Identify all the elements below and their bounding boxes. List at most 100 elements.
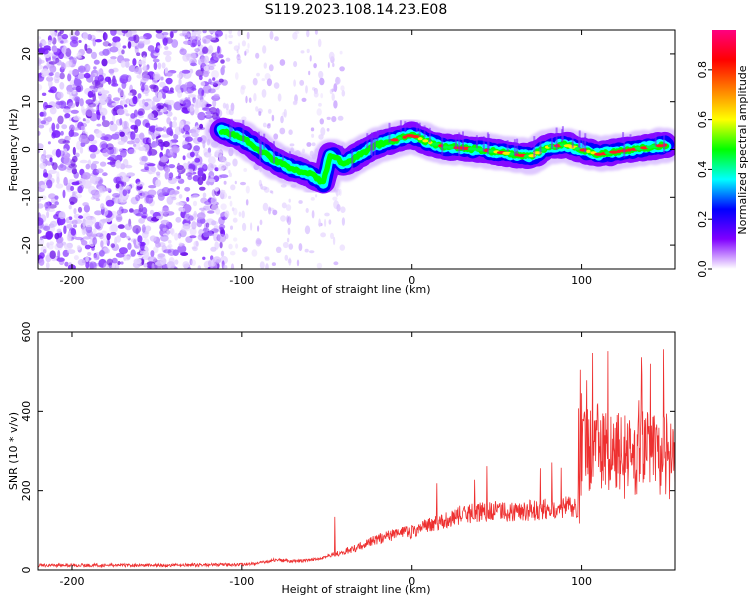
heatmap-cell: [49, 250, 56, 259]
heatmap-cell: [49, 86, 58, 94]
x-tick-label: 0: [408, 575, 415, 588]
heatmap-cell: [207, 45, 214, 54]
heatmap-cell: [59, 163, 64, 169]
heatmap-cell: [288, 257, 292, 266]
heatmap-hotspot: [655, 144, 664, 148]
heatmap-cell: [197, 38, 201, 46]
heatmap-cell: [180, 47, 184, 52]
heatmap-cell: [324, 218, 327, 227]
heatmap-cell: [92, 191, 100, 200]
heatmap-cell: [85, 256, 89, 263]
heatmap-cell: [298, 243, 303, 252]
heatmap-cell: [316, 262, 323, 269]
heatmap-cell: [128, 65, 137, 72]
heatmap-cell: [211, 204, 219, 212]
heatmap-streak: [513, 139, 516, 156]
heatmap-cell: [320, 127, 326, 136]
heatmap-cell: [207, 210, 215, 214]
heatmap-cell: [161, 207, 170, 215]
heatmap-cell: [111, 262, 116, 269]
heatmap-cell: [324, 212, 330, 217]
heatmap-cell: [192, 200, 198, 207]
heatmap-cell: [168, 177, 173, 181]
heatmap-cell: [83, 204, 90, 213]
heatmap-cell: [124, 164, 133, 169]
heatmap-cell: [112, 36, 121, 43]
heatmap-cell: [208, 60, 216, 65]
heatmap-streak: [399, 120, 402, 133]
heatmap-cell: [56, 228, 62, 234]
heatmap-streak: [277, 148, 280, 156]
heatmap-cell: [189, 235, 197, 239]
heatmap-cell: [205, 222, 210, 228]
heatmap-cell: [51, 122, 56, 132]
heatmap-cell: [125, 185, 131, 190]
heatmap-cell: [261, 89, 267, 98]
heatmap-cell: [85, 48, 93, 54]
heatmap-cell: [107, 161, 116, 165]
heatmap-cell: [56, 59, 62, 66]
heatmap-cell: [38, 57, 42, 66]
heatmap-cell: [99, 107, 108, 116]
heatmap-cell: [258, 111, 262, 116]
heatmap-cell: [269, 30, 274, 40]
heatmap-cell: [134, 119, 142, 127]
heatmap-cell: [135, 194, 141, 202]
heatmap-cell: [90, 73, 95, 78]
heatmap-cell: [210, 228, 219, 233]
heatmap-cell: [81, 240, 88, 246]
heatmap-cell: [115, 235, 121, 243]
heatmap-cell: [182, 261, 190, 269]
heatmap-cell: [330, 232, 334, 240]
heatmap-cell: [145, 92, 149, 97]
heatmap-cell: [193, 145, 201, 152]
heatmap-hotspot: [502, 151, 512, 155]
snr-x-axis-label: Height of straight line (km): [281, 583, 430, 596]
heatmap-cell: [96, 168, 104, 174]
heatmap-cell: [198, 51, 204, 56]
heatmap-cell: [87, 34, 92, 41]
heatmap-cell: [67, 249, 76, 255]
heatmap-cell: [107, 58, 117, 65]
x-tick-label: 0: [408, 274, 415, 287]
heatmap-cell: [45, 231, 53, 240]
heatmap-cell: [155, 171, 161, 176]
heatmap-cell: [333, 100, 338, 109]
heatmap-cell: [165, 72, 173, 77]
heatmap-cell: [66, 223, 73, 229]
heatmap-cell: [327, 62, 330, 69]
heatmap-hotspot: [509, 152, 515, 156]
heatmap-streak: [418, 122, 421, 137]
heatmap-cell: [65, 217, 70, 224]
heatmap-cell: [74, 30, 80, 36]
heatmap-cell: [70, 158, 76, 167]
heatmap-cell: [98, 68, 104, 77]
heatmap-cell: [165, 77, 173, 85]
heatmap-cell: [185, 164, 189, 169]
heatmap-cell: [220, 212, 225, 217]
y-tick-label: 0: [20, 146, 33, 153]
heatmap-cell: [184, 81, 193, 88]
heatmap-cell: [107, 157, 114, 161]
heatmap-cell: [115, 183, 120, 189]
heatmap-cell: [172, 30, 178, 34]
heatmap-cell: [62, 189, 66, 199]
heatmap-cell: [173, 133, 179, 140]
heatmap-cell: [45, 254, 52, 263]
heatmap-cell: [193, 210, 197, 218]
heatmap-cell: [305, 85, 308, 94]
heatmap-cell: [304, 248, 309, 253]
heatmap-cell: [189, 52, 197, 60]
heatmap-cell: [106, 233, 111, 241]
heatmap-cell: [225, 162, 231, 167]
heatmap-cells: [38, 30, 346, 269]
colorbar-tick-label: 0.6: [696, 111, 709, 129]
heatmap-cell: [109, 46, 119, 53]
heatmap-cell: [94, 176, 101, 182]
heatmap-cell: [194, 157, 201, 163]
heatmap-cell: [176, 165, 184, 171]
heatmap-cell: [80, 125, 85, 131]
heatmap-streak: [229, 123, 232, 140]
heatmap-streak: [441, 133, 444, 156]
heatmap-cell: [168, 164, 176, 169]
